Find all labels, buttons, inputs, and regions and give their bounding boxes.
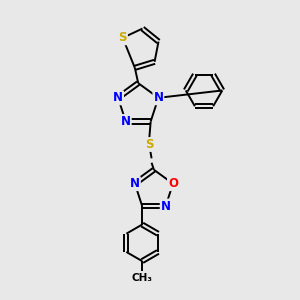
Text: N: N [121, 115, 131, 128]
Text: N: N [130, 177, 140, 190]
Text: N: N [153, 91, 164, 104]
Text: N: N [161, 200, 171, 212]
Text: N: N [113, 91, 123, 104]
Text: CH₃: CH₃ [132, 273, 153, 284]
Text: O: O [168, 177, 178, 190]
Text: S: S [145, 138, 154, 151]
Text: S: S [118, 31, 127, 44]
